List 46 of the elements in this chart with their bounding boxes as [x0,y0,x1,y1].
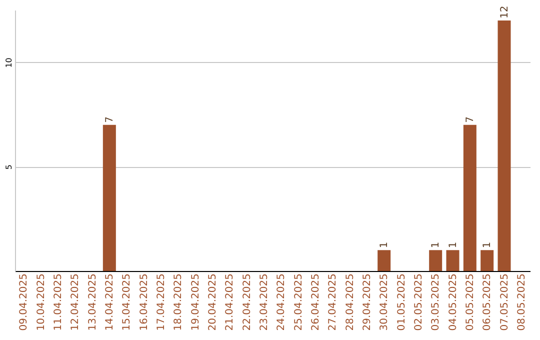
x-tick-label: 04.05.2025 [448,274,459,331]
x-tick-label: 26.04.2025 [310,274,322,331]
x-tick-label: 01.05.2025 [396,274,408,331]
x-tick-label: 12.04.2025 [70,274,82,331]
x-tick-label: 19.04.2025 [190,274,202,331]
x-tick-label: 17.04.2025 [156,274,167,331]
data-label: 1 [379,242,390,248]
x-tick-label: 06.05.2025 [482,274,494,331]
bar [429,250,442,271]
data-label: 1 [448,242,459,248]
x-tick-label: 14.04.2025 [104,274,116,331]
data-label: 1 [430,242,442,248]
x-tick-label: 23.04.2025 [258,274,270,331]
x-tick-label: 05.05.2025 [464,274,476,331]
y-tick-label: 10 [4,58,14,68]
x-tick-label: 08.05.2025 [516,274,528,331]
x-tick-label: 18.04.2025 [173,274,184,331]
x-tick-label: 25.04.2025 [293,274,304,331]
x-tick-label: 03.05.2025 [430,274,442,331]
bar [102,124,116,271]
x-tick-label: 07.05.2025 [499,274,510,331]
bar [446,250,460,271]
x-tick-label: 27.04.2025 [328,274,339,331]
x-tick-label: 22.04.2025 [242,274,253,331]
data-label: 7 [104,116,116,123]
x-tick-label: 30.04.2025 [379,274,390,331]
x-tick-label: 15.04.2025 [122,274,133,331]
x-tick-label: 13.04.2025 [87,274,98,331]
x-tick-label: 20.04.2025 [207,274,218,331]
x-tick-label: 21.04.2025 [224,274,236,331]
x-tick-label: 11.04.2025 [52,274,64,331]
bar [378,250,391,271]
x-tick-label: 09.04.2025 [18,274,30,331]
data-label: 7 [464,116,476,123]
x-tick-label: 16.04.2025 [138,274,150,331]
bar [480,250,494,271]
y-tick-label: 5 [4,164,14,170]
x-tick-label: 28.04.2025 [344,274,356,331]
x-tick-label: 24.04.2025 [276,274,288,331]
bar [463,124,476,271]
data-label: 1 [482,242,494,248]
x-tick-label: 10.04.2025 [36,274,47,331]
x-tick-label: 29.04.2025 [362,274,373,331]
data-label: 12 [499,6,510,18]
bar [498,20,511,271]
x-tick-label: 02.05.2025 [413,274,424,331]
